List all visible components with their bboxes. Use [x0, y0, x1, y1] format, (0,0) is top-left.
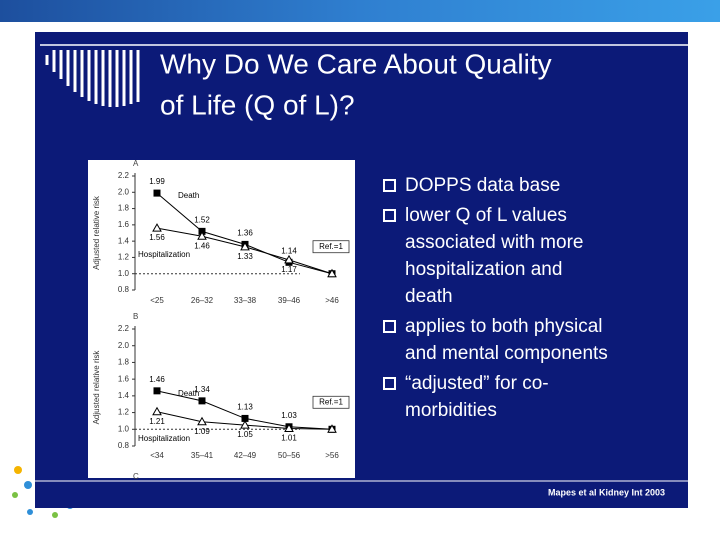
data-label: 1.09	[194, 427, 210, 436]
data-label: 1.52	[194, 215, 210, 224]
y-tick-label: 2.0	[118, 187, 130, 196]
data-label: 1.34	[194, 385, 210, 394]
data-label: 1.46	[149, 375, 165, 384]
hospitalization-marker	[152, 406, 162, 416]
y-tick-label: 1.8	[118, 358, 130, 367]
reference-label: Ref.=1	[319, 397, 343, 406]
series-name: Hospitalization	[138, 434, 190, 443]
x-tick-label: 33–38	[234, 296, 257, 305]
bullet-list: DOPPS data base lower Q of L values associ…	[383, 175, 608, 421]
data-label: 1.36	[237, 229, 253, 238]
hospitalization-marker	[240, 241, 250, 251]
hospitalization-marker	[327, 268, 337, 278]
series-name: Death	[178, 389, 199, 398]
data-label: 1.17	[281, 265, 297, 274]
bullet-text: associated with more	[405, 232, 583, 253]
x-tick-label: 50–56	[278, 451, 301, 460]
y-tick-label: 1.2	[118, 253, 130, 262]
data-label: 1.05	[237, 430, 253, 439]
y-tick-label: 1.8	[118, 204, 130, 213]
bullet-text: DOPPS data base	[405, 175, 560, 196]
y-tick-label: 0.8	[118, 441, 130, 450]
hospitalization-marker	[284, 254, 294, 264]
death-marker	[241, 414, 249, 422]
bullet-text: morbidities	[405, 400, 497, 421]
death-marker	[153, 387, 161, 395]
y-tick-label: 1.2	[118, 408, 130, 417]
reference-box	[312, 395, 350, 409]
y-tick-label: 2.0	[118, 341, 130, 350]
y-tick-label: 0.8	[118, 285, 130, 294]
hospitalization-marker	[327, 424, 337, 433]
data-label: 1.56	[149, 233, 165, 242]
series-name: Death	[178, 191, 199, 200]
x-tick-label: 35–41	[191, 451, 214, 460]
hospitalization-marker	[197, 416, 207, 426]
chart-image	[88, 160, 355, 478]
y-axis-label: Adjusted relative risk	[92, 195, 101, 270]
y-tick-label: 2.2	[118, 171, 130, 180]
x-tick-label: 39–46	[278, 296, 301, 305]
data-label: 1.14	[281, 246, 297, 255]
data-label: 1.21	[149, 417, 165, 426]
title-line: of Life (Q of L)?	[160, 89, 355, 120]
bullet-marker	[383, 320, 396, 333]
data-label: 1.46	[194, 241, 210, 250]
x-tick-label: >46	[325, 296, 339, 305]
hospitalization-marker	[197, 231, 207, 240]
title-stripes	[40, 44, 688, 107]
death-marker	[198, 397, 206, 405]
y-tick-label: 1.4	[118, 391, 130, 400]
title-line: Why Do We Care About Quality	[160, 48, 552, 79]
bullet-text: hospitalization and	[405, 259, 562, 280]
citation: Mapes et al Kidney Int 2003	[548, 487, 665, 497]
reference-label: Ref.=1	[319, 242, 343, 251]
panel-label: A	[133, 159, 139, 168]
y-tick-label: 1.6	[118, 374, 130, 383]
reference-box	[312, 240, 350, 254]
top-bar	[0, 0, 720, 22]
data-label: 1.99	[149, 177, 165, 186]
hospitalization-marker	[240, 420, 250, 429]
bullet-marker	[383, 179, 396, 192]
x-tick-label: 26–32	[191, 296, 214, 305]
x-tick-label: >56	[325, 451, 339, 460]
bullet-marker	[383, 209, 396, 222]
data-label: 1.01	[281, 434, 297, 443]
x-tick-label: <34	[150, 451, 164, 460]
data-label: 1.03	[281, 411, 297, 420]
panel-label: C	[133, 472, 139, 481]
x-tick-label: 42–49	[234, 451, 257, 460]
x-tick-label: <25	[150, 296, 164, 305]
bullet-text: death	[405, 286, 453, 307]
panel-label: B	[133, 312, 138, 321]
bullet-text: lower Q of L values	[405, 205, 567, 226]
y-tick-label: 1.0	[118, 424, 130, 433]
data-label: 1.33	[237, 252, 253, 261]
charts: A Adjusted relative risk 0.8 1.0 1.2 1.4 1.6 1.…	[92, 159, 350, 460]
y-tick-label: 1.6	[118, 220, 130, 229]
y-axis-label: Adjusted relative risk	[92, 350, 101, 425]
bullet-marker	[383, 377, 396, 390]
y-tick-label: 2.2	[118, 324, 130, 333]
y-tick-label: 1.4	[118, 236, 130, 245]
bullet-text: and mental components	[405, 343, 608, 364]
hospitalization-marker	[152, 223, 162, 232]
death-marker	[153, 189, 161, 197]
series-name: Hospitalization	[138, 250, 190, 259]
y-tick-label: 1.0	[118, 269, 130, 278]
data-label: 1.13	[237, 403, 253, 412]
hospitalization-marker	[284, 423, 294, 432]
bullet-text: “adjusted” for co-	[405, 373, 549, 394]
bullet-text: applies to both physical	[405, 316, 603, 337]
